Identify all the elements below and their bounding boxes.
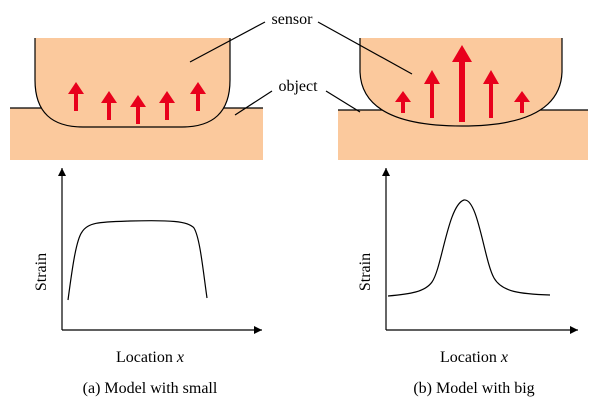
x-axis-label-text: Location	[116, 349, 173, 366]
x-axis-variable: x	[176, 349, 184, 366]
caption: (b) Model with big	[413, 380, 534, 397]
y-axis-label: Strain	[33, 253, 50, 291]
diagram: sensor object Strain Locationx (a) Model…	[0, 0, 591, 406]
y-axis-label: Strain	[357, 253, 374, 291]
x-axis-variable: x	[500, 349, 508, 366]
object-label: object	[278, 78, 318, 95]
x-axis-label-text: Location	[440, 349, 497, 366]
panel-a-illustration	[10, 38, 263, 160]
sensor-shape	[35, 38, 230, 127]
panel-b-illustration	[338, 38, 588, 160]
sensor-label: sensor	[272, 11, 314, 28]
caption: (a) Model with small	[83, 380, 218, 397]
